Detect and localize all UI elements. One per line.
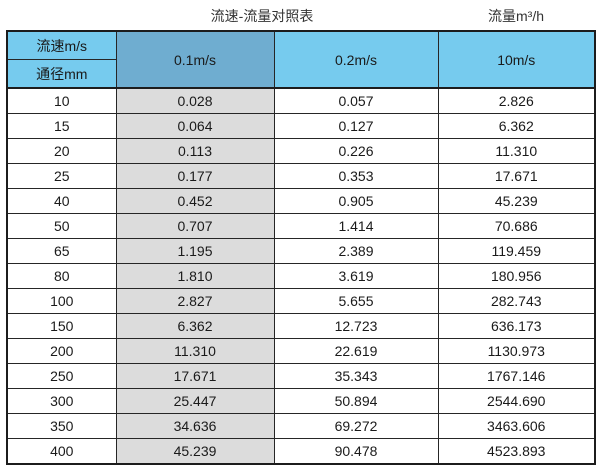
diameter-cell: 400	[6, 438, 117, 465]
corner-cell-velocity-label: 流速m/s	[6, 30, 117, 60]
flow-value-cell: 0.905	[273, 188, 439, 214]
table-row: 400 45.239 90.478 4523.893	[6, 438, 596, 465]
table-row: 40 0.452 0.905 45.239	[6, 188, 596, 214]
table-row: 80 1.810 3.619 180.956	[6, 263, 596, 289]
flow-value-cell: 70.686	[437, 213, 596, 239]
table-row: 350 34.636 69.272 3463.606	[6, 413, 596, 439]
flow-value-cell: 69.272	[273, 413, 439, 439]
diameter-cell: 350	[6, 413, 117, 439]
flow-value-cell: 1.810	[115, 263, 275, 289]
table-row: 250 17.671 35.343 1767.146	[6, 363, 596, 389]
flow-rate-table: 流速m/s 0.1m/s 0.2m/s 10m/s 通径mm 10 0.028 0.…	[6, 30, 596, 465]
diameter-cell: 250	[6, 363, 117, 389]
flow-value-cell: 45.239	[115, 438, 275, 465]
table-row: 100 2.827 5.655 282.743	[6, 288, 596, 314]
flow-value-cell: 180.956	[437, 263, 596, 289]
diameter-cell: 10	[6, 87, 117, 114]
flow-value-cell: 45.239	[437, 188, 596, 214]
diameter-cell: 100	[6, 288, 117, 314]
column-header-velocity-0-2: 0.2m/s	[273, 30, 439, 89]
flow-value-cell: 0.452	[115, 188, 275, 214]
flow-value-cell: 2.826	[437, 87, 596, 114]
flow-value-cell: 35.343	[273, 363, 439, 389]
flow-value-cell: 3.619	[273, 263, 439, 289]
flow-value-cell: 0.127	[273, 113, 439, 139]
flow-value-cell: 34.636	[115, 413, 275, 439]
diameter-cell: 80	[6, 263, 117, 289]
diameter-cell: 300	[6, 388, 117, 414]
flow-value-cell: 636.173	[437, 313, 596, 339]
table-row: 50 0.707 1.414 70.686	[6, 213, 596, 239]
flow-value-cell: 0.028	[115, 87, 275, 114]
flow-value-cell: 2.827	[115, 288, 275, 314]
diameter-cell: 15	[6, 113, 117, 139]
flow-value-cell: 1130.973	[437, 338, 596, 364]
flow-value-cell: 90.478	[273, 438, 439, 465]
diameter-cell: 50	[6, 213, 117, 239]
diameter-cell: 20	[6, 138, 117, 164]
flow-unit-label: 流量m³/h	[488, 8, 544, 24]
flow-value-cell: 282.743	[437, 288, 596, 314]
flow-value-cell: 119.459	[437, 238, 596, 264]
table-row: 20 0.113 0.226 11.310	[6, 138, 596, 164]
diameter-cell: 150	[6, 313, 117, 339]
flow-value-cell: 3463.606	[437, 413, 596, 439]
flow-value-cell: 0.113	[115, 138, 275, 164]
flow-value-cell: 6.362	[437, 113, 596, 139]
diameter-cell: 25	[6, 163, 117, 189]
table-row: 200 11.310 22.619 1130.973	[6, 338, 596, 364]
flow-value-cell: 0.707	[115, 213, 275, 239]
flow-value-cell: 6.362	[115, 313, 275, 339]
flow-value-cell: 11.310	[437, 138, 596, 164]
diameter-cell: 40	[6, 188, 117, 214]
flow-value-cell: 0.064	[115, 113, 275, 139]
flow-value-cell: 4523.893	[437, 438, 596, 465]
table-row: 15 0.064 0.127 6.362	[6, 113, 596, 139]
table-row: 25 0.177 0.353 17.671	[6, 163, 596, 189]
flow-value-cell: 25.447	[115, 388, 275, 414]
table-row: 300 25.447 50.894 2544.690	[6, 388, 596, 414]
diameter-cell: 200	[6, 338, 117, 364]
table-header: 流速m/s 0.1m/s 0.2m/s 10m/s 通径mm	[6, 30, 596, 89]
flow-value-cell: 1.195	[115, 238, 275, 264]
flow-value-cell: 0.353	[273, 163, 439, 189]
table-row: 150 6.362 12.723 636.173	[6, 313, 596, 339]
flow-value-cell: 11.310	[115, 338, 275, 364]
flow-value-cell: 0.226	[273, 138, 439, 164]
flow-value-cell: 12.723	[273, 313, 439, 339]
table-row: 10 0.028 0.057 2.826	[6, 87, 596, 114]
flow-value-cell: 22.619	[273, 338, 439, 364]
flow-value-cell: 2.389	[273, 238, 439, 264]
flow-value-cell: 1.414	[273, 213, 439, 239]
table-row: 65 1.195 2.389 119.459	[6, 238, 596, 264]
table-body: 10 0.028 0.057 2.826 15 0.064 0.127 6.362 20 0.11…	[6, 87, 596, 465]
flow-value-cell: 0.177	[115, 163, 275, 189]
flow-value-cell: 1767.146	[437, 363, 596, 389]
flow-value-cell: 5.655	[273, 288, 439, 314]
column-header-velocity-0-1: 0.1m/s	[115, 30, 275, 89]
flow-value-cell: 17.671	[437, 163, 596, 189]
diameter-cell: 65	[6, 238, 117, 264]
flow-value-cell: 2544.690	[437, 388, 596, 414]
corner-cell-diameter-label: 通径mm	[6, 59, 117, 89]
column-header-velocity-10: 10m/s	[437, 30, 596, 89]
flow-value-cell: 0.057	[273, 87, 439, 114]
flow-value-cell: 50.894	[273, 388, 439, 414]
flow-value-cell: 17.671	[115, 363, 275, 389]
table-title: 流速-流量对照表	[210, 8, 314, 24]
